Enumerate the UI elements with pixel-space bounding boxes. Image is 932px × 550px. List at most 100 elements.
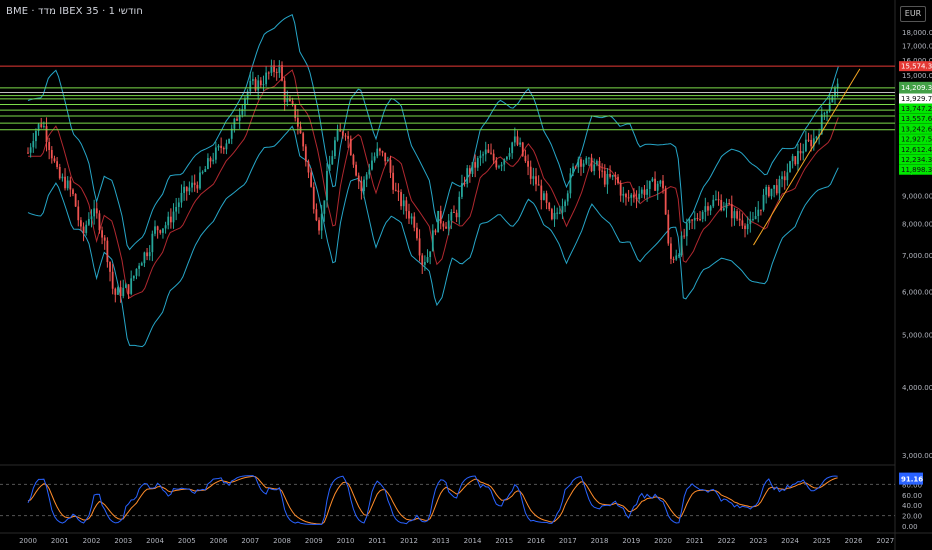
stoch-d-line [27,475,838,525]
candle-body [66,180,69,189]
candle-body [291,101,294,105]
horizontal-levels[interactable] [0,65,895,131]
candle-body [29,147,32,153]
candle-body [244,98,246,110]
candle-body [201,171,204,173]
symbol-title[interactable]: BME · מדד IBEX 35 · 1 חודשי [6,6,143,17]
candle-body [138,265,141,269]
level-tag-bg [899,144,932,155]
candle-body [61,176,64,179]
candle-body [307,161,310,173]
candle-body [257,80,260,91]
candle-body [246,91,249,99]
candle-body [360,181,363,192]
candle-body [169,216,172,223]
time-tick-label: 2014 [464,537,482,545]
candle-body [643,189,646,195]
candle-body [577,159,580,168]
candle-body [384,152,387,162]
candle-body [527,161,529,167]
time-tick-label: 2002 [83,537,101,545]
osc-value-tag-bg [899,472,923,485]
candle-body [574,166,577,168]
candle-body [151,233,154,253]
candle-body [466,168,469,184]
candle-body [278,65,281,73]
candle-body [765,186,768,195]
candle-body [797,150,799,165]
osc-tick-label: 0.00 [902,523,918,531]
candle-body [69,180,72,190]
candle-body [368,169,371,175]
candle-body [400,192,402,207]
candle-body [701,211,704,220]
candle-body [318,220,320,231]
candle-body [670,243,672,259]
candle-body [625,194,627,198]
stoch-k-line [27,475,838,525]
trend-line[interactable] [753,68,861,246]
candle-body [490,152,492,154]
candle-body [646,188,649,195]
candle-body [770,188,773,197]
candle-body [212,159,215,162]
candle-body [492,153,495,161]
candle-body [254,79,257,91]
candle-body [804,139,807,152]
candle-body [376,148,379,157]
candle-body [93,208,96,217]
candle-body [709,206,712,211]
candle-body [442,223,445,227]
candle-body [511,142,514,154]
candle-body [553,212,556,220]
candle-body [397,190,400,193]
candle-body [540,185,543,200]
candle-body [453,211,455,213]
level-tag: 15,574.34 [901,63,932,71]
candle-body [455,212,458,218]
candle-body [450,211,453,221]
price-tick-label: 16,000.00 [902,57,932,65]
time-tick-label: 2011 [368,537,386,545]
candle-body [27,152,29,154]
candle-body [781,176,783,180]
candle-body [754,216,757,220]
candle-body [572,166,574,174]
candle-body [164,225,167,229]
osc-value-label: 91.16 [901,476,923,484]
candle-body [275,71,278,73]
candle-body [193,182,196,185]
candle-body [733,211,736,219]
candle-body [516,136,519,145]
candle-body [167,216,170,226]
candle-body [722,208,725,211]
candle-body [828,102,831,112]
level-tag: 12,234.38 [901,156,932,164]
candle-body [82,226,85,234]
candle-body [180,192,183,203]
candle-body [265,72,268,85]
price-tags: 15,574.3414,209.3317ד 12ש13,929.7013,747… [899,61,932,485]
time-tick-label: 2004 [146,537,164,545]
candle-body [101,230,103,238]
candle-body [445,226,447,229]
candle-body [85,224,88,234]
candle-body [40,124,43,127]
time-tick-label: 2009 [305,537,323,545]
candle-body [749,219,752,225]
candle-body [394,189,397,191]
candle-body [654,178,656,191]
currency-button[interactable]: EUR [900,6,926,22]
candle-body [704,206,707,212]
candle-body [148,252,151,257]
time-axis[interactable]: 2000 2001 2002 2003 2004 2005 2006 2007 2008 2009… [19,537,894,545]
price-tick-label: 8,000.00 [902,220,932,228]
candle-body [638,193,641,200]
candle-body [259,80,262,86]
candle-body [389,159,392,173]
candle-body [564,201,567,207]
candle-body [172,211,175,223]
candle-body [238,114,241,121]
candle-body [304,146,307,162]
